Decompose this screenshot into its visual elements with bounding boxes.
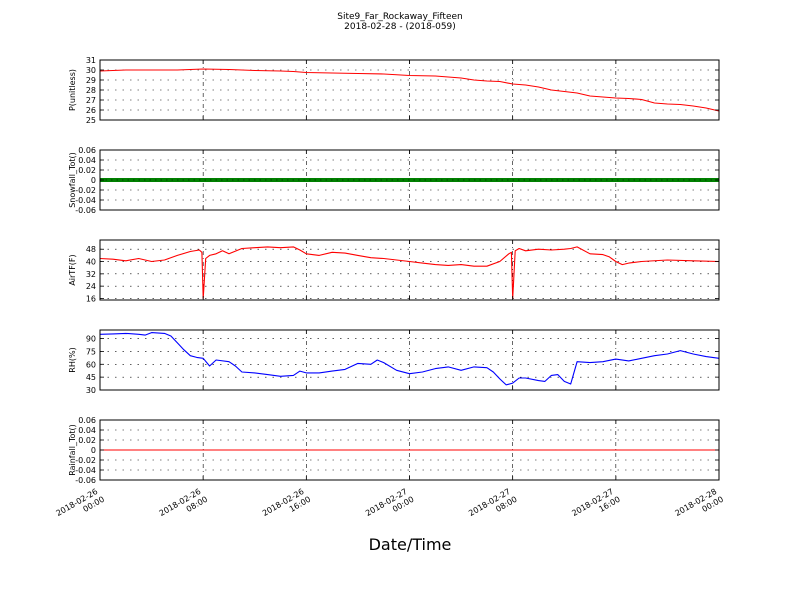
- y-tick-label: 0.06: [78, 416, 96, 425]
- y-tick-label: 32: [86, 270, 96, 279]
- y-tick-label: 0: [91, 176, 96, 185]
- panel-4: 30 45 60 75 90 RH(%): [68, 329, 720, 395]
- y-tick-label: 30: [86, 66, 96, 75]
- y-tick-label: 0.04: [78, 426, 96, 435]
- y-tick-label: -0.04: [75, 196, 96, 205]
- y-axis-label-4: RH(%): [68, 347, 77, 372]
- y-tick-label: 31: [86, 56, 96, 65]
- y-tick-label: 28: [86, 86, 96, 95]
- y-tick-label: 45: [86, 373, 96, 382]
- y-tick-label: 0.06: [78, 146, 96, 155]
- y-tick-label: 90: [86, 335, 96, 344]
- y-tick-label: 24: [86, 282, 96, 291]
- series-line-4: [99, 332, 720, 386]
- chart-title: Site9_Far_Rockaway_Fifteen: [337, 12, 463, 22]
- series-line-3: [99, 246, 720, 300]
- panel-2: -0.06-0.04-0.0200.020.040.06Snowfall_Tot…: [68, 146, 720, 215]
- y-tick-label: 40: [86, 258, 96, 267]
- y-tick-label: -0.06: [75, 206, 96, 215]
- panel-3: 16 24 32 40 48 AirTF(F): [68, 239, 720, 303]
- y-tick-label: 0: [91, 446, 96, 455]
- x-axis-label: Date/Time: [369, 535, 452, 554]
- y-axis-label-1: P(unitless): [68, 69, 77, 111]
- y-axis-label-3: AirTF(F): [68, 254, 77, 285]
- y-tick-label: 48: [86, 245, 96, 254]
- y-tick-label: 75: [86, 347, 96, 356]
- y-tick-label: 16: [86, 294, 96, 303]
- y-tick-label: -0.06: [75, 476, 96, 485]
- chart-subtitle: 2018-02-28 - (2018-059): [344, 22, 456, 32]
- y-tick-label: 0.02: [78, 436, 96, 445]
- series-line-1: [99, 68, 720, 112]
- y-tick-label: 0.04: [78, 156, 96, 165]
- y-axis-label-5: Rainfall_Tot(): [68, 424, 77, 476]
- y-tick-label: 27: [86, 96, 96, 105]
- y-tick-label: 25: [86, 116, 96, 125]
- panels-container: 25262728293031P(unitless)-0.06-0.04-0.02…: [54, 56, 725, 518]
- y-tick-label: 26: [86, 106, 96, 115]
- panel-5: -0.06-0.04-0.0200.020.040.06Rainfall_Tot…: [68, 416, 720, 485]
- y-tick-label: 0.02: [78, 166, 96, 175]
- y-tick-label: 30: [86, 386, 96, 395]
- y-axis-label-2: Snowfall_Tot(): [68, 152, 77, 208]
- y-tick-label: 60: [86, 360, 96, 369]
- y-tick-label: -0.02: [75, 186, 96, 195]
- y-tick-label: 29: [86, 76, 96, 85]
- y-tick-label: -0.04: [75, 466, 96, 475]
- y-tick-label: -0.02: [75, 456, 96, 465]
